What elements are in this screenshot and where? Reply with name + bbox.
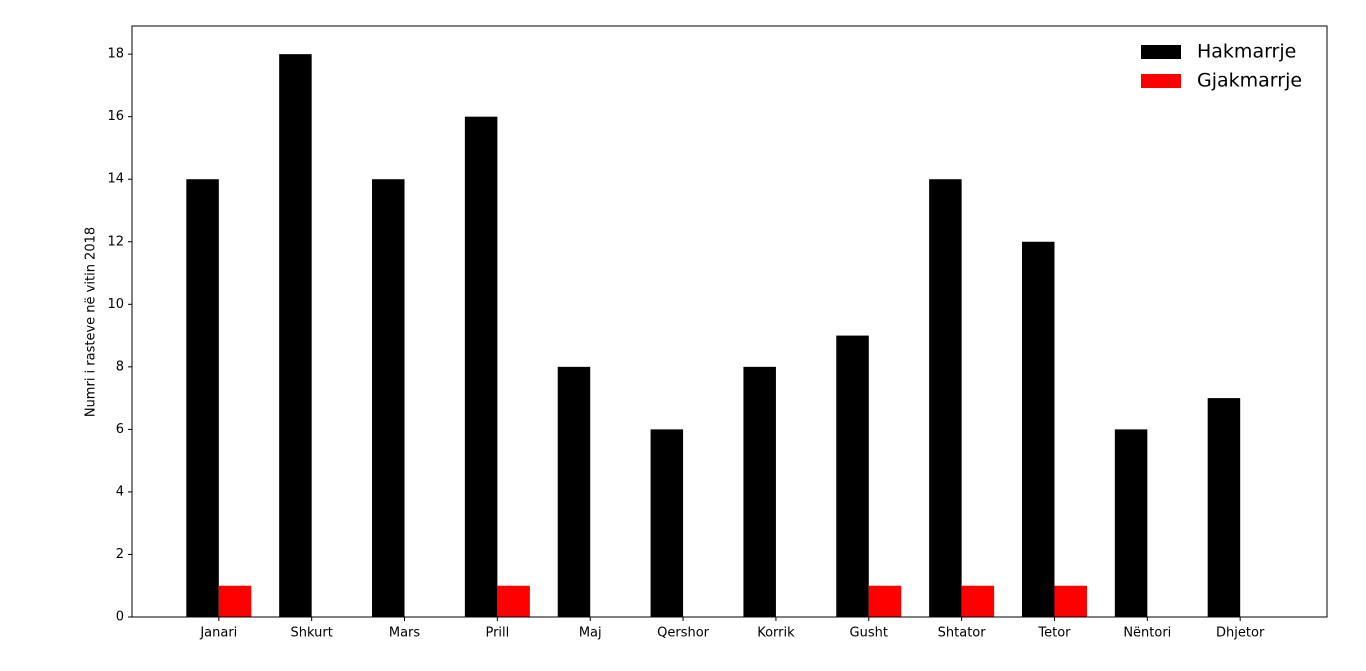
plot-frame xyxy=(131,25,1328,618)
bar xyxy=(218,585,252,617)
x-tick-label: Janari xyxy=(199,626,237,641)
y-tick-label: 10 xyxy=(107,297,124,312)
x-tick-label: Shtator xyxy=(938,626,987,641)
bar xyxy=(372,179,405,617)
y-tick-label: 16 xyxy=(107,109,124,124)
x-tick-label: Qershor xyxy=(657,626,710,641)
bar xyxy=(1207,398,1241,617)
bar xyxy=(557,366,591,617)
bar xyxy=(279,54,312,617)
y-tick-label: 8 xyxy=(116,359,124,374)
x-tick-label: Nëntori xyxy=(1123,626,1171,641)
x-tick-label: Tetor xyxy=(1037,626,1071,641)
x-tick-label: Mars xyxy=(389,626,421,641)
x-tick-label: Shkurt xyxy=(291,626,333,641)
bar xyxy=(650,429,684,617)
x-tick-label: Korrik xyxy=(757,626,795,641)
y-tick-label: 6 xyxy=(116,422,124,437)
bar xyxy=(464,116,498,617)
bar xyxy=(1114,429,1148,617)
legend: Hakmarrje Gjakmarrje xyxy=(1141,41,1302,92)
x-tick-label: Prill xyxy=(485,626,509,641)
x-tick-label: Maj xyxy=(579,626,602,641)
bar xyxy=(868,585,902,617)
y-tick-label: 4 xyxy=(116,484,124,499)
bar xyxy=(186,179,219,617)
y-tick-label: 0 xyxy=(116,610,124,625)
bar xyxy=(1021,241,1055,617)
bar xyxy=(1054,585,1087,617)
legend-label: Gjakmarrje xyxy=(1197,70,1302,92)
legend-swatch xyxy=(1141,74,1181,88)
y-tick-label: 12 xyxy=(107,234,124,249)
y-tick-label: 14 xyxy=(107,172,124,187)
y-tick-label: 2 xyxy=(116,547,124,562)
y-tick-label: 18 xyxy=(107,47,124,62)
bar xyxy=(743,366,776,617)
bar xyxy=(929,179,962,617)
x-tick-label: Gusht xyxy=(850,626,888,641)
bar xyxy=(961,585,995,617)
x-tick-label: Dhjetor xyxy=(1216,626,1265,641)
legend-swatch xyxy=(1141,45,1181,59)
bar xyxy=(497,585,530,617)
y-axis-label: Numri i rasteve në vitin 2018 xyxy=(84,227,99,417)
legend-label: Hakmarrje xyxy=(1197,41,1296,63)
bar xyxy=(836,335,869,617)
